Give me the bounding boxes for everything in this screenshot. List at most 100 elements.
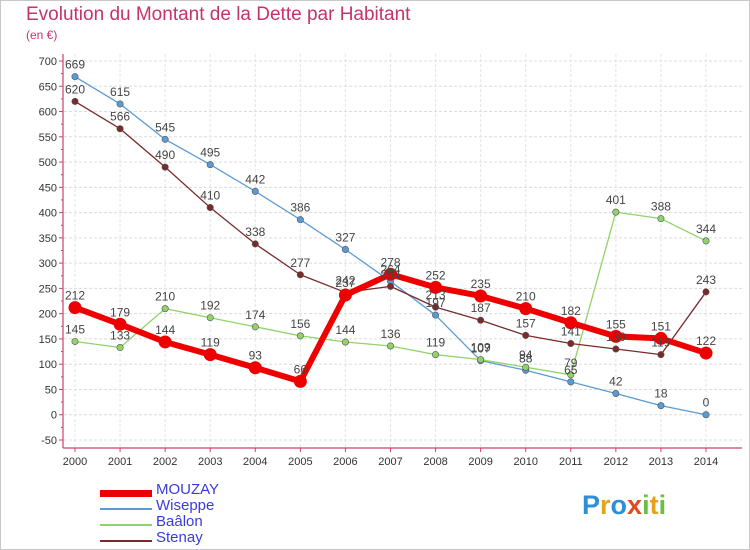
data-point (386, 342, 394, 350)
data-point (71, 337, 79, 345)
data-label: 388 (651, 200, 671, 214)
data-label: 136 (380, 327, 400, 341)
data-point (567, 371, 575, 379)
data-label: 151 (651, 319, 671, 333)
data-point (251, 240, 259, 248)
data-point (248, 361, 262, 375)
data-label: 133 (110, 329, 130, 343)
data-point (251, 323, 259, 331)
data-label: 264 (380, 262, 400, 276)
data-point (161, 135, 169, 143)
y-tick-label: 450 (39, 182, 57, 194)
y-tick-label: 0 (51, 410, 57, 422)
data-point (702, 411, 710, 419)
data-label: 344 (696, 222, 716, 236)
data-point (113, 317, 127, 331)
data-point (474, 289, 488, 303)
y-tick-label: 150 (39, 334, 57, 346)
data-point (429, 280, 443, 294)
data-label: 410 (200, 189, 220, 203)
x-tick-label: 2007 (378, 456, 402, 468)
data-point (161, 305, 169, 313)
y-tick-label: 200 (39, 309, 57, 321)
data-point (116, 100, 124, 108)
y-tick-label: 350 (39, 233, 57, 245)
data-point (116, 125, 124, 133)
data-label: 119 (426, 336, 445, 350)
data-label: 495 (200, 146, 220, 160)
data-point (432, 303, 440, 311)
x-tick-label: 2006 (333, 456, 357, 468)
data-label: 65 (564, 363, 578, 377)
data-label: 669 (65, 58, 85, 72)
data-point (341, 245, 349, 253)
data-point (68, 301, 82, 315)
x-tick-label: 2013 (649, 456, 673, 468)
data-point (519, 302, 533, 316)
data-point (296, 332, 304, 340)
data-label: 566 (110, 110, 130, 124)
data-label: 278 (380, 255, 400, 269)
legend-swatch (100, 508, 152, 510)
data-label: 66 (294, 362, 308, 376)
data-point (567, 378, 575, 386)
data-label: 141 (561, 324, 581, 338)
data-point (251, 187, 259, 195)
data-point (116, 344, 124, 352)
chart-title: Evolution du Montant de la Dette par Hab… (26, 4, 411, 25)
data-point (206, 314, 214, 322)
y-tick-label: 600 (39, 107, 57, 119)
data-label: 145 (65, 322, 85, 336)
data-point (432, 311, 440, 319)
data-label: 94 (519, 348, 533, 362)
y-tick-label: -50 (41, 435, 57, 447)
proxiti-logo: Proxiti (582, 490, 667, 520)
data-label: 620 (65, 82, 85, 96)
data-point (477, 316, 485, 324)
data-point (612, 345, 620, 353)
data-label: 42 (609, 375, 623, 389)
data-label: 174 (245, 308, 265, 322)
y-tick-label: 50 (45, 384, 57, 396)
data-point (702, 288, 710, 296)
data-label: 401 (606, 193, 626, 207)
data-label: 252 (426, 268, 446, 282)
data-label: 144 (155, 323, 175, 337)
chart-subtitle: (en €) (26, 28, 58, 42)
x-tick-label: 2009 (468, 456, 492, 468)
x-tick-label: 2014 (694, 456, 718, 468)
data-label: 213 (426, 288, 446, 302)
y-tick-label: 100 (39, 359, 57, 371)
data-label: 182 (561, 304, 581, 318)
data-label: 155 (606, 317, 626, 331)
x-tick-label: 2005 (288, 456, 312, 468)
x-tick-label: 2010 (513, 456, 537, 468)
data-point (206, 161, 214, 169)
data-label: 197 (426, 296, 446, 310)
data-label: 0 (703, 396, 710, 410)
data-label: 187 (471, 301, 491, 315)
data-point (384, 267, 397, 281)
legend-swatch (100, 540, 152, 542)
data-label: 277 (290, 256, 310, 270)
data-point (296, 216, 304, 224)
x-tick-label: 2008 (423, 456, 447, 468)
data-label: 338 (245, 225, 265, 239)
data-label: 243 (696, 273, 716, 287)
data-label: 93 (249, 349, 263, 363)
data-label: 109 (471, 341, 491, 355)
data-label: 210 (155, 290, 175, 304)
data-point (702, 237, 710, 245)
data-point (341, 338, 349, 346)
data-label: 119 (201, 336, 220, 350)
data-label: 212 (65, 289, 85, 303)
y-tick-label: 700 (39, 56, 57, 68)
data-label: 210 (516, 290, 536, 304)
data-point (338, 288, 352, 302)
data-label: 327 (335, 230, 355, 244)
x-tick-label: 2004 (243, 456, 267, 468)
x-tick-label: 2001 (108, 456, 132, 468)
data-point (203, 348, 217, 362)
data-label: 192 (200, 299, 220, 313)
